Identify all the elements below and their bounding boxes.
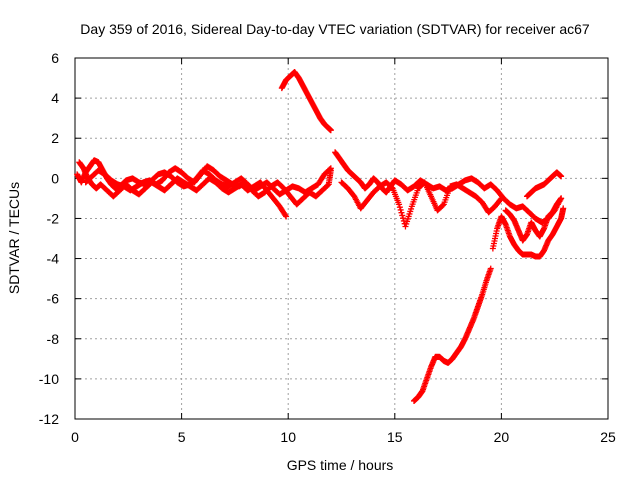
series-track-main-c [82,163,334,208]
data-point [396,201,403,208]
y-tick-label: 2 [51,130,59,146]
data-point [440,202,447,209]
y-axis-ticks: -12 -10 -8 -6 -4 -2 0 2 4 6 [39,50,608,427]
x-tick-label: 25 [600,429,616,445]
data-point [396,204,403,211]
data-point [327,127,334,134]
grid-lines [75,58,608,419]
y-tick-label: -8 [47,331,60,347]
data-point [560,205,567,212]
data-point [487,265,494,272]
data-point [497,196,504,203]
y-axis-label: SDTVAR / TECUs [6,182,22,294]
data-point [558,173,565,180]
data-points [74,69,567,404]
data-point [558,195,565,202]
y-tick-label: 4 [51,90,59,106]
y-tick-label: -4 [47,251,60,267]
chart-title: Day 359 of 2016, Sidereal Day-to-day VTE… [80,21,590,37]
series-track-late-up [502,195,565,244]
x-axis-label: GPS time / hours [287,457,394,473]
series-track-late-top [523,169,565,200]
data-point [399,212,406,219]
x-axis-ticks: 0 5 10 15 20 25 [71,58,616,445]
y-tick-label: -12 [39,411,59,427]
data-point [397,206,404,213]
y-tick-label: -6 [47,291,60,307]
y-tick-label: 6 [51,50,59,66]
x-tick-label: 20 [494,429,510,445]
plot-frame [74,57,609,420]
data-point [282,212,289,219]
data-point [498,195,505,202]
series-track-after-12-b [338,179,505,230]
x-tick-label: 5 [178,429,186,445]
x-tick-label: 0 [71,429,79,445]
series-track-low [410,265,494,404]
data-point [398,209,405,216]
data-point [400,215,407,222]
y-tick-label: -2 [47,210,60,226]
data-point [283,213,290,220]
x-tick-label: 10 [280,429,296,445]
y-tick-label: -10 [39,371,59,387]
series-track-high [278,69,334,134]
plot-border [74,57,609,420]
x-tick-label: 15 [387,429,403,445]
series-track-after-12 [332,149,565,226]
y-tick-label: 0 [51,170,59,186]
series-track-late-dip [489,205,567,260]
data-point [327,167,334,174]
series-track-main-a [74,157,334,198]
